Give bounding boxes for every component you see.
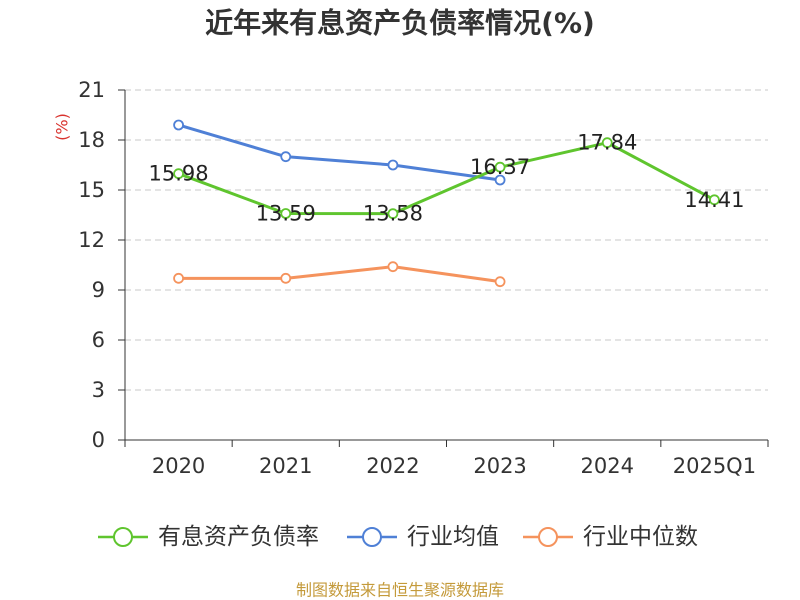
legend-label: 行业中位数: [583, 524, 698, 550]
data-point-interest-bearing-debt-ratio: [601, 137, 613, 149]
data-point-interest-bearing-debt-ratio: [709, 194, 720, 206]
y-tick-label: 6: [92, 328, 105, 352]
legend: 有息资产负债率 行业均值 行业中位数: [98, 524, 698, 550]
chart-title: 近年来有息资产负债率情况(%): [205, 7, 595, 40]
y-tick-label: 0: [92, 428, 105, 452]
y-tick-label: 3: [92, 378, 105, 402]
data-point-interest-bearing-debt-ratio: [494, 161, 506, 173]
y-tick-label: 18: [78, 128, 105, 152]
legend-marker: [538, 527, 558, 547]
y-tick-label: 12: [78, 228, 105, 252]
x-tick-label: 2025Q1: [673, 454, 756, 478]
data-point-industry-median: [173, 272, 184, 284]
data-label: 15.98: [149, 162, 209, 186]
legend-item-industry-average[interactable]: 行业均值: [347, 524, 499, 550]
data-point-industry-median: [387, 261, 399, 273]
legend-marker: [362, 527, 382, 547]
x-tick-label: 2023: [473, 454, 526, 478]
axes: 0 3 6 9 12 15 18 21 2020 2021 2022 2023 2024 2025Q1: [78, 78, 769, 478]
x-tick-label: 2022: [366, 454, 419, 478]
series-line-industry-average: [177, 123, 502, 182]
data-label: 16.37: [470, 155, 530, 179]
y-tick-label: 15: [78, 178, 105, 202]
legend-marker: [113, 527, 133, 547]
data-label: 13.59: [256, 202, 316, 226]
data-point-interest-bearing-debt-ratio: [387, 208, 399, 220]
data-label: 13.58: [363, 202, 423, 226]
x-tick-label: 2024: [581, 454, 634, 478]
gridlines: [125, 89, 768, 391]
y-axis-label: (%): [53, 113, 72, 141]
data-point-industry-average: [494, 174, 506, 186]
legend-item-interest-bearing-debt-ratio[interactable]: 有息资产负债率: [98, 524, 319, 550]
x-tick-label: 2020: [152, 454, 205, 478]
data-point-industry-median: [280, 272, 292, 284]
x-tick-label: 2021: [259, 454, 312, 478]
data-point-interest-bearing-debt-ratio: [173, 168, 184, 180]
data-point-industry-average: [387, 159, 399, 171]
source-note: 制图数据来自恒生聚源数据库: [296, 581, 504, 600]
y-tick-label: 21: [78, 78, 105, 102]
data-label: 17.84: [577, 131, 637, 155]
data-point-industry-median: [494, 276, 506, 288]
data-point-interest-bearing-debt-ratio: [280, 208, 292, 219]
legend-item-industry-median[interactable]: 行业中位数: [523, 524, 698, 550]
data-point-industry-average: [280, 151, 292, 163]
series-group: [173, 119, 720, 288]
series-line-interest-bearing-debt-ratio: [177, 141, 716, 216]
data-label: 14.41: [684, 188, 744, 212]
series-line-industry-median: [177, 265, 502, 284]
data-point-industry-average: [173, 119, 184, 131]
legend-label: 有息资产负债率: [158, 524, 319, 550]
data-labels: 15.98 13.59 13.58 16.37 17.84 14.41: [149, 131, 745, 226]
legend-label: 行业均值: [407, 524, 499, 550]
y-tick-label: 9: [92, 278, 105, 302]
